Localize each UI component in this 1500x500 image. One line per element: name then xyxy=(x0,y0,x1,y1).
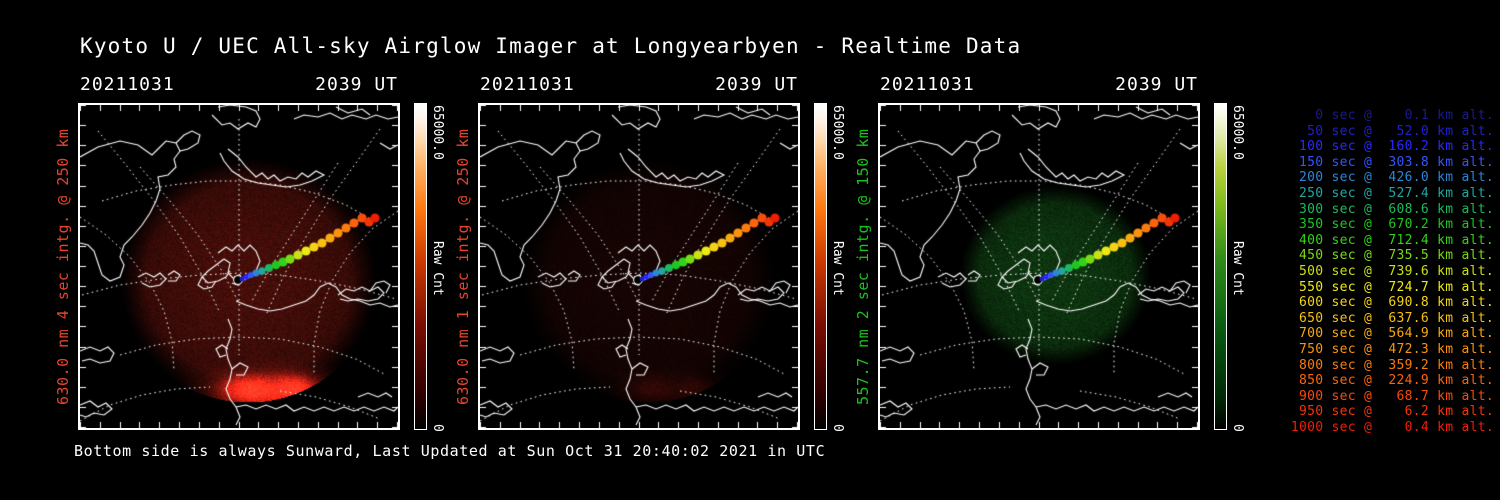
legend-row: 550 sec @ 724.7 km alt. xyxy=(1290,279,1494,295)
allsky-frame[interactable] xyxy=(78,103,400,430)
panel-630-4sec[interactable]: 20211031 2039 UT xyxy=(78,74,400,430)
allsky-image xyxy=(880,105,1198,428)
panel-emission-label: 630.0 nm 1 sec intg. @ 250 km xyxy=(454,128,472,405)
legend-row: 850 sec @ 224.9 km alt. xyxy=(1290,373,1494,389)
legend-row: 300 sec @ 608.6 km alt. xyxy=(1290,201,1494,217)
panel-time: 2039 UT xyxy=(715,74,798,95)
panel-header: 20211031 2039 UT xyxy=(878,74,1200,98)
panel-time: 2039 UT xyxy=(1115,74,1198,95)
trajectory-legend: 0 sec @ 0.1 km alt. 50 sec @ 52.0 km alt… xyxy=(1262,108,1494,435)
colorbar-gradient xyxy=(814,103,827,430)
colorbar-min: 0 xyxy=(1230,424,1245,432)
allsky-frame[interactable] xyxy=(878,103,1200,430)
colorbar-unit: Raw Cnt xyxy=(830,241,845,296)
panel-date: 20211031 xyxy=(80,74,175,95)
colorbar-5577-2sec: 65000.0 Raw Cnt 0 xyxy=(1206,103,1266,432)
colorbar-max: 65000.0 xyxy=(1230,105,1245,160)
legend-row: 650 sec @ 637.6 km alt. xyxy=(1290,310,1494,326)
legend-row: 700 sec @ 564.9 km alt. xyxy=(1290,326,1494,342)
colorbar-unit: Raw Cnt xyxy=(1230,241,1245,296)
panel-header: 20211031 2039 UT xyxy=(478,74,800,98)
panel-date: 20211031 xyxy=(880,74,975,95)
page-title: Kyoto U / UEC All-sky Airglow Imager at … xyxy=(80,34,1022,58)
legend-row: 1000 sec @ 0.4 km alt. xyxy=(1290,419,1494,435)
legend-row: 450 sec @ 735.5 km alt. xyxy=(1290,248,1494,264)
legend-row: 50 sec @ 52.0 km alt. xyxy=(1290,123,1494,139)
allsky-image xyxy=(480,105,798,428)
panel-emission-label: 557.7 nm 2 sec intg. @ 150 km xyxy=(854,128,872,405)
panel-emission-label: 630.0 nm 4 sec intg. @ 250 km xyxy=(54,128,72,405)
panel-header: 20211031 2039 UT xyxy=(78,74,400,98)
footer-status: Bottom side is always Sunward, Last Upda… xyxy=(74,442,826,460)
panel-time: 2039 UT xyxy=(315,74,398,95)
legend-row: 350 sec @ 670.2 km alt. xyxy=(1290,217,1494,233)
legend-row: 750 sec @ 472.3 km alt. xyxy=(1290,341,1494,357)
allsky-frame[interactable] xyxy=(478,103,800,430)
legend-row: 500 sec @ 739.6 km alt. xyxy=(1290,263,1494,279)
colorbar-unit: Raw Cnt xyxy=(430,241,445,296)
colorbar-630-1sec: 65000.0 Raw Cnt 0 xyxy=(806,103,866,432)
panel-630-1sec[interactable]: 20211031 2039 UT xyxy=(478,74,800,430)
allsky-image xyxy=(80,105,398,428)
legend-row: 250 sec @ 527.4 km alt. xyxy=(1290,185,1494,201)
panel-date: 20211031 xyxy=(480,74,575,95)
colorbar-gradient xyxy=(414,103,427,430)
legend-row: 950 sec @ 6.2 km alt. xyxy=(1290,404,1494,420)
colorbar-min: 0 xyxy=(830,424,845,432)
panel-5577-2sec[interactable]: 20211031 2039 UT xyxy=(878,74,1200,430)
legend-row: 900 sec @ 68.7 km alt. xyxy=(1290,388,1494,404)
legend-row: 600 sec @ 690.8 km alt. xyxy=(1290,295,1494,311)
legend-row: 400 sec @ 712.4 km alt. xyxy=(1290,232,1494,248)
legend-row: 200 sec @ 426.0 km alt. xyxy=(1290,170,1494,186)
colorbar-gradient xyxy=(1214,103,1227,430)
legend-row: 800 sec @ 359.2 km alt. xyxy=(1290,357,1494,373)
legend-row: 0 sec @ 0.1 km alt. xyxy=(1290,108,1494,123)
colorbar-max: 65000.0 xyxy=(430,105,445,160)
colorbar-630-4sec: 65000.0 Raw Cnt 0 xyxy=(406,103,466,432)
colorbar-max: 65000.0 xyxy=(830,105,845,160)
legend-row: 150 sec @ 303.8 km alt. xyxy=(1290,154,1494,170)
colorbar-min: 0 xyxy=(430,424,445,432)
legend-row: 100 sec @ 160.2 km alt. xyxy=(1290,139,1494,155)
